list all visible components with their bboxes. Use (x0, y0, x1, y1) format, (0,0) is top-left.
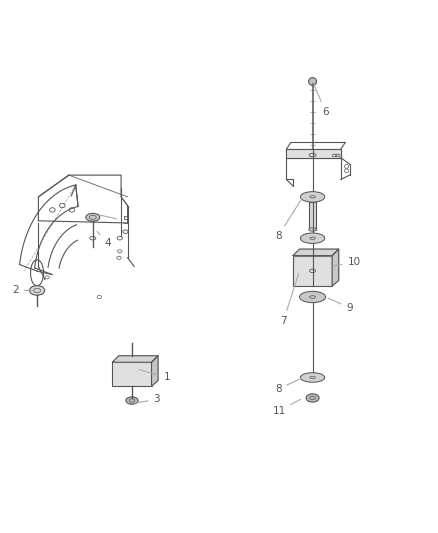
Ellipse shape (86, 213, 100, 221)
Ellipse shape (29, 286, 45, 295)
Text: 11: 11 (272, 399, 300, 416)
Ellipse shape (300, 292, 325, 303)
Text: 4: 4 (97, 231, 111, 247)
Text: 8: 8 (275, 378, 300, 394)
Text: 10: 10 (333, 257, 360, 267)
FancyBboxPatch shape (113, 362, 152, 386)
Text: 6: 6 (314, 84, 329, 117)
Ellipse shape (300, 373, 325, 382)
Polygon shape (332, 249, 339, 286)
Text: 7: 7 (280, 273, 299, 326)
Polygon shape (152, 356, 158, 386)
Polygon shape (286, 149, 341, 158)
Text: 9: 9 (328, 298, 353, 313)
Text: 2: 2 (12, 286, 34, 295)
Ellipse shape (309, 228, 317, 231)
FancyBboxPatch shape (293, 256, 332, 286)
Text: 8: 8 (275, 199, 301, 241)
Ellipse shape (300, 192, 325, 202)
Polygon shape (293, 249, 339, 256)
Ellipse shape (306, 394, 319, 402)
Text: 5: 5 (99, 215, 129, 226)
Ellipse shape (309, 199, 317, 203)
Text: 1: 1 (139, 369, 170, 383)
Polygon shape (113, 356, 158, 362)
Text: 3: 3 (135, 394, 160, 404)
Ellipse shape (126, 397, 138, 404)
Ellipse shape (309, 78, 317, 85)
FancyBboxPatch shape (309, 201, 317, 230)
Ellipse shape (300, 233, 325, 244)
